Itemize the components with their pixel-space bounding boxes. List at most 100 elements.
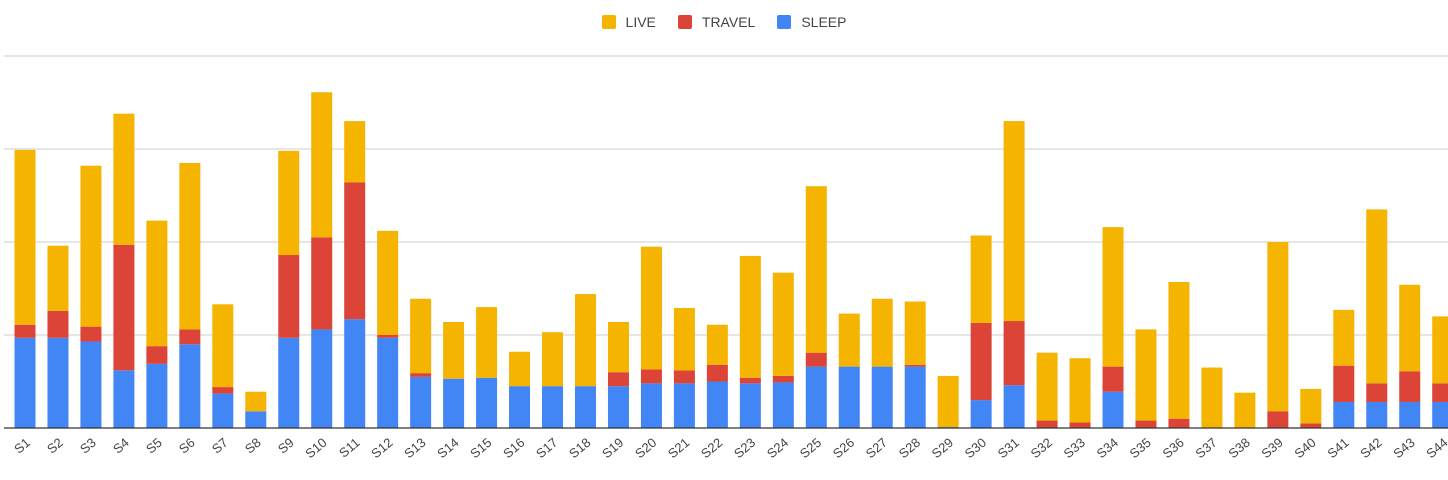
x-tick-label-s27: S27 xyxy=(863,435,890,461)
legend-label-travel: TRAVEL xyxy=(701,14,756,30)
bar-live-s4 xyxy=(113,113,135,245)
bar-live-s36 xyxy=(1168,281,1190,419)
x-tick-label-s28: S28 xyxy=(896,435,923,461)
bar-live-s19 xyxy=(607,321,629,373)
bar-sleep-s5 xyxy=(146,363,168,428)
x-tick-label-s11: S11 xyxy=(336,435,363,461)
bar-live-s24 xyxy=(772,272,794,376)
x-tick-label-s25: S25 xyxy=(797,435,824,461)
bar-travel-s32 xyxy=(1036,420,1058,428)
bar-live-s33 xyxy=(1069,358,1091,423)
bar-live-s32 xyxy=(1036,352,1058,421)
bar-live-s20 xyxy=(640,246,662,370)
bar-live-s40 xyxy=(1300,388,1322,424)
bar-travel-s28 xyxy=(904,364,926,367)
bar-live-s37 xyxy=(1201,367,1223,428)
bar-live-s39 xyxy=(1267,242,1289,412)
x-tick-label-s24: S24 xyxy=(764,435,791,461)
bar-live-s11 xyxy=(344,121,366,183)
bar-travel-s10 xyxy=(311,237,333,330)
bar-travel-s6 xyxy=(179,329,201,345)
x-tick-label-s39: S39 xyxy=(1258,435,1285,461)
bar-travel-s42 xyxy=(1366,383,1388,402)
x-tick-label-s8: S8 xyxy=(242,435,264,457)
bar-live-s13 xyxy=(410,298,432,374)
bar-travel-s19 xyxy=(607,372,629,387)
bar-sleep-s1 xyxy=(14,337,36,428)
bar-live-s21 xyxy=(673,308,695,371)
bar-sleep-s7 xyxy=(212,393,234,428)
bar-sleep-s31 xyxy=(1003,385,1025,428)
x-tick-label-s37: S37 xyxy=(1192,435,1219,461)
bar-sleep-s30 xyxy=(970,400,992,428)
x-tick-label-s36: S36 xyxy=(1160,435,1187,461)
bar-travel-s34 xyxy=(1102,366,1124,392)
bar-travel-s13 xyxy=(410,373,432,377)
bar-sleep-s3 xyxy=(80,341,102,428)
bar-live-s31 xyxy=(1003,121,1025,322)
bar-travel-s4 xyxy=(113,244,135,371)
x-tick-label-s42: S42 xyxy=(1357,435,1384,461)
bar-live-s29 xyxy=(937,375,959,428)
bar-travel-s11 xyxy=(344,182,366,320)
bar-travel-s35 xyxy=(1135,420,1157,428)
bar-live-s8 xyxy=(245,391,267,412)
bar-travel-s25 xyxy=(805,352,827,367)
x-tick-label-s30: S30 xyxy=(962,435,989,461)
bar-travel-s44 xyxy=(1432,383,1448,402)
bar-live-s7 xyxy=(212,304,234,388)
x-tick-label-s19: S19 xyxy=(599,435,626,461)
x-tick-label-s17: S17 xyxy=(533,435,560,461)
bar-travel-s7 xyxy=(212,387,234,394)
x-tick-label-s33: S33 xyxy=(1061,435,1088,461)
bar-live-s16 xyxy=(509,351,531,387)
x-tick-label-s41: S41 xyxy=(1324,435,1351,461)
bar-travel-s30 xyxy=(970,322,992,401)
x-tick-label-s4: S4 xyxy=(110,435,132,457)
bar-sleep-s2 xyxy=(47,337,69,428)
x-tick-label-s29: S29 xyxy=(929,435,956,461)
x-tick-label-s38: S38 xyxy=(1225,435,1252,461)
bar-sleep-s13 xyxy=(410,376,432,428)
bar-sleep-s15 xyxy=(476,377,498,428)
x-tick-label-s34: S34 xyxy=(1094,435,1121,461)
bar-live-s1 xyxy=(14,149,36,325)
bar-sleep-s42 xyxy=(1366,401,1388,428)
x-tick-label-s13: S13 xyxy=(401,435,428,461)
bar-travel-s39 xyxy=(1267,411,1289,428)
bar-sleep-s34 xyxy=(1102,391,1124,428)
bar-live-s26 xyxy=(838,313,860,367)
x-tick-label-s6: S6 xyxy=(176,435,198,457)
bar-live-s3 xyxy=(80,165,102,327)
bar-sleep-s41 xyxy=(1333,401,1355,428)
bar-sleep-s18 xyxy=(574,386,596,428)
bar-live-s9 xyxy=(278,150,300,256)
bar-travel-s21 xyxy=(673,370,695,384)
legend-swatch-travel xyxy=(677,15,692,29)
bar-live-s34 xyxy=(1102,227,1124,367)
bar-travel-s33 xyxy=(1069,422,1091,428)
bar-sleep-s43 xyxy=(1399,401,1421,428)
x-tick-label-s1: S1 xyxy=(11,435,33,457)
bar-travel-s9 xyxy=(278,255,300,338)
bar-live-s22 xyxy=(706,324,728,365)
bar-sleep-s16 xyxy=(509,386,531,428)
x-tick-label-s43: S43 xyxy=(1390,435,1417,461)
bar-sleep-s26 xyxy=(838,366,860,428)
bar-live-s44 xyxy=(1432,316,1448,384)
bar-travel-s2 xyxy=(47,310,69,338)
bar-sleep-s21 xyxy=(673,383,695,428)
bar-live-s12 xyxy=(377,230,399,335)
x-tick-label-s40: S40 xyxy=(1291,435,1318,461)
legend: LIVE TRAVEL SLEEP xyxy=(0,14,1448,30)
legend-label-live: LIVE xyxy=(625,14,656,30)
x-tick-label-s9: S9 xyxy=(275,435,297,457)
bar-live-s14 xyxy=(443,321,465,379)
bar-sleep-s10 xyxy=(311,329,333,428)
x-tick-label-s23: S23 xyxy=(731,435,758,461)
x-tick-label-s10: S10 xyxy=(302,435,329,461)
bar-travel-s40 xyxy=(1300,423,1322,428)
bar-sleep-s27 xyxy=(871,366,893,428)
bar-sleep-s22 xyxy=(706,381,728,428)
